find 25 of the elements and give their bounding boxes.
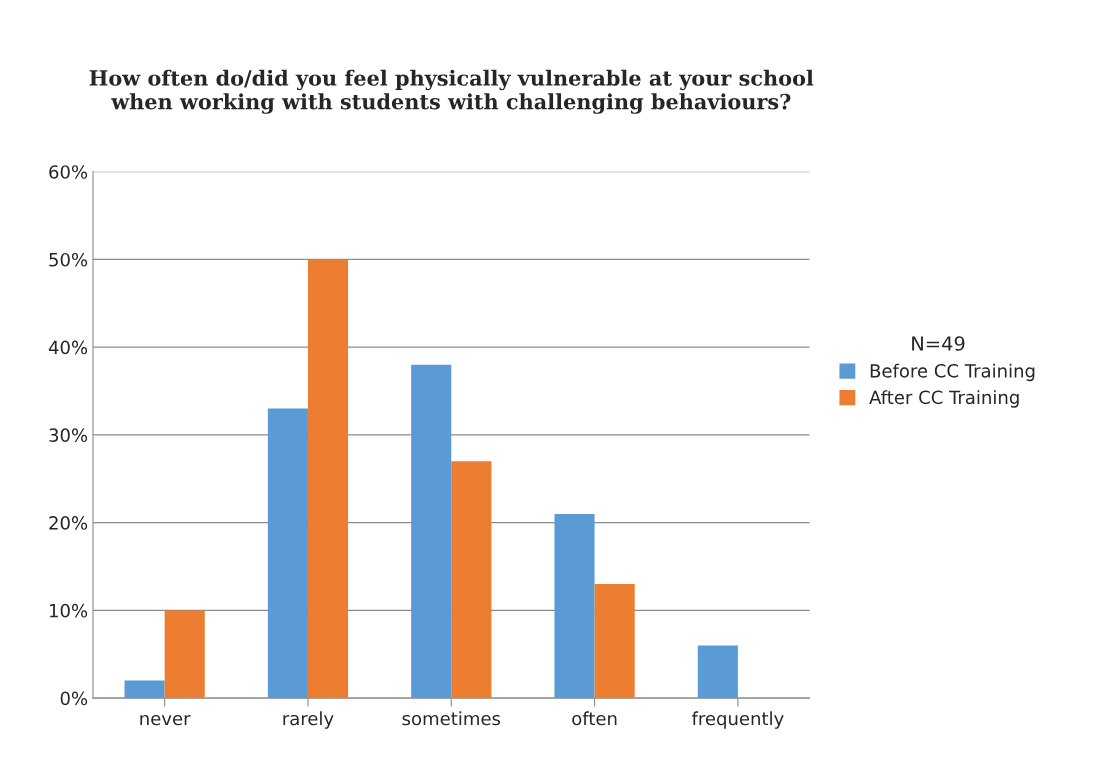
bar (451, 461, 492, 699)
legend-label: After CC Training (869, 390, 1019, 408)
legend-label: Before CC Training (870, 363, 1035, 382)
x-tick-label: sometimes (402, 711, 501, 726)
bar (594, 584, 635, 699)
bar (307, 259, 349, 699)
bar (124, 680, 165, 699)
y-tick-label: 60% (49, 165, 88, 179)
bar (411, 364, 452, 699)
x-tick-label: never (140, 714, 191, 726)
y-tick-label: 50% (49, 252, 88, 267)
chart-title: How often do/did you feel physically vulnerable at your school when working with students with challenging behaviours? (89, 69, 814, 114)
y-tick-label: 20% (49, 516, 88, 530)
bar (697, 645, 738, 699)
y-tick-label: 40% (48, 340, 88, 355)
bar (554, 513, 595, 699)
x-tick-label: often (572, 711, 617, 726)
bar (267, 408, 308, 699)
y-tick-label: 30% (49, 428, 88, 443)
x-tick-label: rarely (283, 711, 334, 729)
x-tick-label: frequently (691, 711, 784, 729)
bar (164, 610, 205, 699)
y-tick-label: 10% (49, 603, 88, 618)
y-tick-label: 0% (60, 691, 88, 706)
legend-title: N=49 (912, 336, 965, 351)
